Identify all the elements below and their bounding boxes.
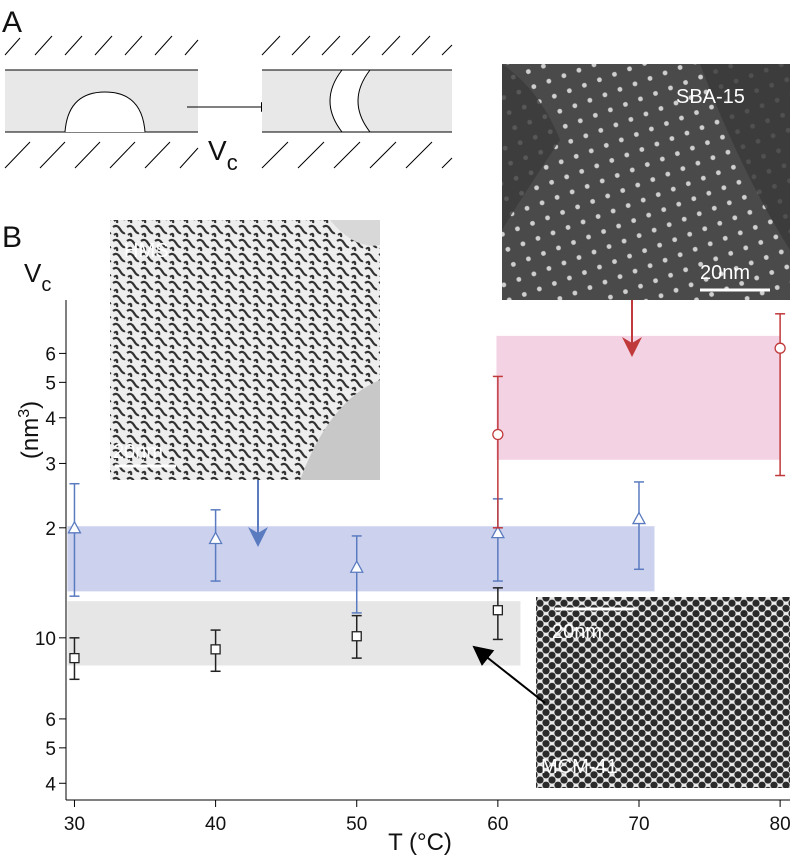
point (208, 531, 223, 545)
point (490, 525, 505, 539)
point (349, 559, 364, 573)
x-tick-label: 70 (628, 814, 649, 835)
scale-label: 20nm (113, 441, 163, 463)
pointer-arrows (248, 300, 642, 704)
y-tick-label: 3 (45, 454, 56, 475)
y-label-close: ) (17, 401, 44, 409)
band (67, 601, 521, 666)
marks (67, 313, 786, 681)
y-tick-label: 2 (45, 519, 56, 540)
panel-label: B (2, 221, 22, 254)
x-tick-label: 60 (487, 814, 508, 835)
y-tick-label: 5 (45, 739, 56, 760)
sba-image: SBA-15 20nm (502, 64, 790, 300)
scale-label: 20nm (552, 621, 602, 643)
vc-sub: c (227, 150, 238, 175)
vc-main: V (208, 135, 227, 166)
vc-label: Vc (208, 135, 238, 175)
hms-image: HMS 20nm (110, 220, 380, 480)
image-label: SBA-15 (676, 86, 745, 108)
point (351, 631, 362, 642)
band (67, 526, 655, 592)
y-tick-label: 6 (45, 710, 56, 731)
y-tick-label: 10 (35, 629, 56, 650)
point (67, 520, 82, 534)
channel-diagram (4, 35, 453, 169)
panel-label: A (2, 6, 22, 39)
y-label-open: (nm (17, 418, 44, 459)
mcm-image: 20nm MCM-41 (536, 597, 790, 788)
scale-label: 20nm (700, 262, 750, 284)
x-tick-label: 30 (64, 814, 85, 835)
point (492, 428, 504, 441)
y-axis-label: (nm3) (16, 401, 44, 459)
y-tick-label: 5 (45, 373, 56, 394)
y-tick-label: 4 (45, 774, 56, 795)
y-label-sup: 3 (16, 409, 33, 418)
image-label: HMS (124, 240, 168, 262)
band (496, 335, 781, 460)
y-label-sub: c (41, 274, 51, 296)
y-label-main: V (24, 258, 42, 288)
x-tick-label: 80 (770, 814, 791, 835)
x-tick-label: 40 (205, 814, 226, 835)
y-axis-label-top: Vc (24, 258, 51, 296)
point (774, 342, 786, 354)
image-label: MCM-41 (541, 756, 618, 778)
point (210, 644, 221, 655)
point (492, 605, 504, 616)
y-tick-label: 4 (45, 409, 56, 430)
x-axis-label: T (°C) (388, 829, 452, 856)
x-tick-label: 50 (346, 814, 367, 835)
axes: 4 5 6 10 2 3 4 5 6 30 40 50 60 70 80 (35, 300, 791, 835)
point (631, 511, 647, 525)
y-tick-label: 6 (45, 344, 56, 365)
point (69, 652, 80, 664)
